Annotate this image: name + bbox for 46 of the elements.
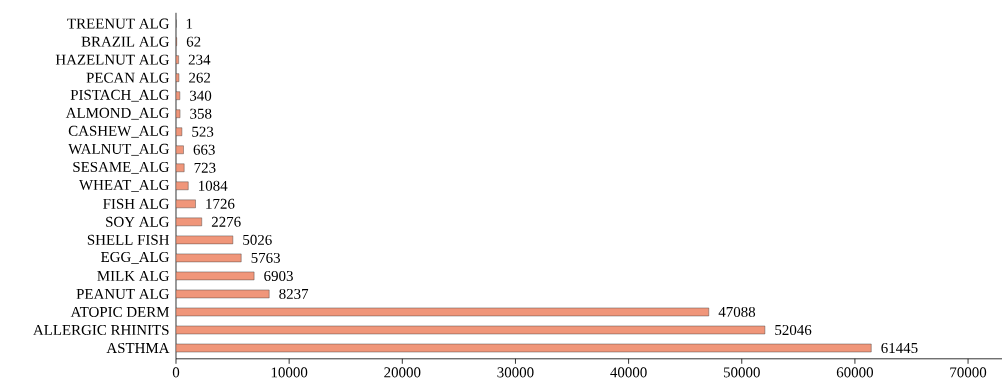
y-tick-label: PEANUT ALG [76,288,170,299]
data-label: 6903 [264,270,293,281]
data-label: 1084 [199,180,228,191]
data-label: 62 [186,36,201,47]
data-label: 2276 [211,216,241,227]
data-label: 234 [188,54,211,65]
data-label: 8237 [279,288,309,299]
x-tick-label: 50000 [723,367,760,378]
x-tick-label: 70000 [950,367,987,378]
x-tick-label: 20000 [384,367,421,378]
y-tick-label: ATOPIC DERM [70,306,170,317]
y-tick-label: BRAZIL ALG [81,36,170,47]
y-tick-label: SHELL FISH [87,234,170,245]
data-label: 1726 [206,198,235,209]
y-tick-label: FISH ALG [103,198,170,209]
y-tick-label: WALNUT_ALG [68,143,170,156]
y-tick-label: SOY ALG [106,216,170,227]
y-tick-label: MILK ALG [97,270,170,281]
data-label: 5026 [243,234,272,245]
data-label: 723 [194,162,216,173]
y-tick-label: HAZELNUT ALG [55,54,170,65]
x-tick-label: 40000 [610,367,647,378]
x-tick-label: 30000 [497,367,534,378]
y-tick-label: PECAN ALG [86,72,170,83]
y-tick-label: ALMOND_ALG [65,107,170,120]
data-label: 5763 [251,252,281,263]
data-label: 61445 [881,342,918,354]
y-tick-label: WHEAT_ALG [79,179,170,192]
x-tick-label: 0 [172,367,180,378]
x-tick-label: 10000 [271,367,308,378]
y-tick-label: ALLERGIC RHINITS [33,324,169,335]
data-label: 262 [189,72,211,83]
data-label: 523 [192,126,214,137]
y-tick-label: TREENUT ALG [67,18,170,29]
y-tick-label: PISTACH_ALG [70,89,170,102]
y-tick-label: CASHEW_ALG [68,125,170,138]
x-tick-label: 60000 [836,367,874,378]
data-label: 663 [193,144,215,155]
y-tick-label: SESAME_ALG [73,161,170,174]
data-label: 52046 [775,324,812,336]
y-tick-label: EGG_ALG [101,251,170,264]
data-label: 340 [190,90,212,101]
data-label: 1 [186,18,193,29]
y-tick-label: ASTHMA [106,342,170,354]
data-label: 47088 [718,306,756,317]
data-label: 358 [190,108,212,119]
